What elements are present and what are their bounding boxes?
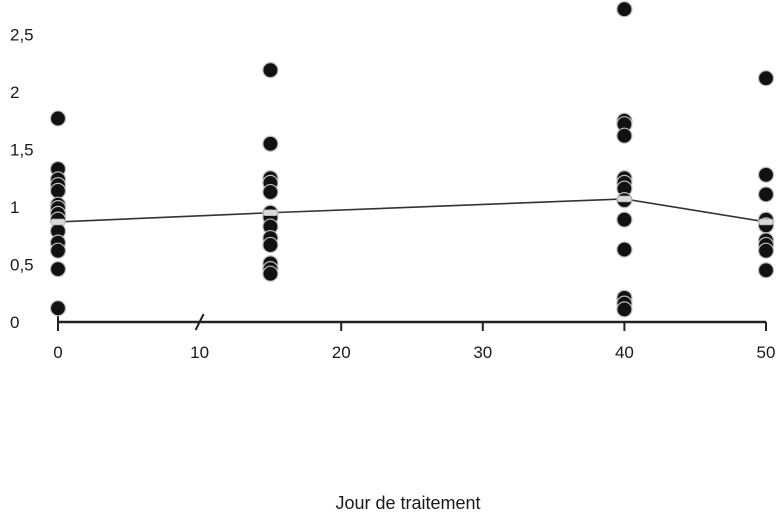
data-point — [616, 1, 633, 18]
data-point — [616, 301, 633, 318]
data-point — [757, 242, 775, 259]
data-point — [757, 166, 775, 183]
mean-marker — [617, 195, 632, 203]
data-point — [49, 110, 67, 127]
data-point — [49, 261, 67, 278]
x-axis-title: Jour de traitement — [335, 493, 480, 513]
y-tick-label: 2 — [10, 83, 19, 102]
mean-marker-layer — [50, 195, 774, 226]
y-tick-label: 0 — [10, 313, 19, 332]
points-layer — [49, 1, 775, 318]
mean-line-layer — [57, 198, 767, 223]
data-point — [49, 242, 67, 259]
data-point — [616, 241, 633, 258]
data-point — [757, 262, 775, 279]
y-tick-label: 0,5 — [10, 256, 34, 275]
data-point — [757, 186, 775, 203]
data-point — [616, 127, 633, 144]
x-tick-label: 20 — [332, 343, 351, 362]
y-tick-label: 1,5 — [10, 141, 34, 160]
data-point — [262, 265, 279, 282]
x-tick-label: 30 — [473, 343, 492, 362]
y-tick-label: 2,5 — [10, 26, 34, 45]
data-point — [49, 300, 67, 317]
mean-marker — [50, 218, 66, 226]
mean-marker — [263, 209, 278, 217]
data-point — [262, 236, 279, 254]
x-tick-label: 40 — [615, 343, 634, 362]
data-point — [757, 70, 775, 87]
data-point — [262, 135, 279, 152]
mean-marker — [758, 218, 774, 226]
axis-layer: 0 10 20 30 40 50 0 0,5 1 1,5 2 2,5 — [10, 26, 775, 363]
data-point — [616, 211, 633, 228]
data-point — [262, 62, 279, 79]
mean-line — [57, 198, 767, 223]
y-tick-label: 1 — [10, 198, 19, 217]
x-tick-label: 0 — [53, 343, 62, 362]
data-point — [49, 182, 67, 199]
x-tick-label: 10 — [190, 343, 209, 362]
data-point — [262, 183, 279, 201]
x-axis-break-mark — [194, 313, 205, 331]
x-tick-label: 50 — [757, 343, 776, 362]
